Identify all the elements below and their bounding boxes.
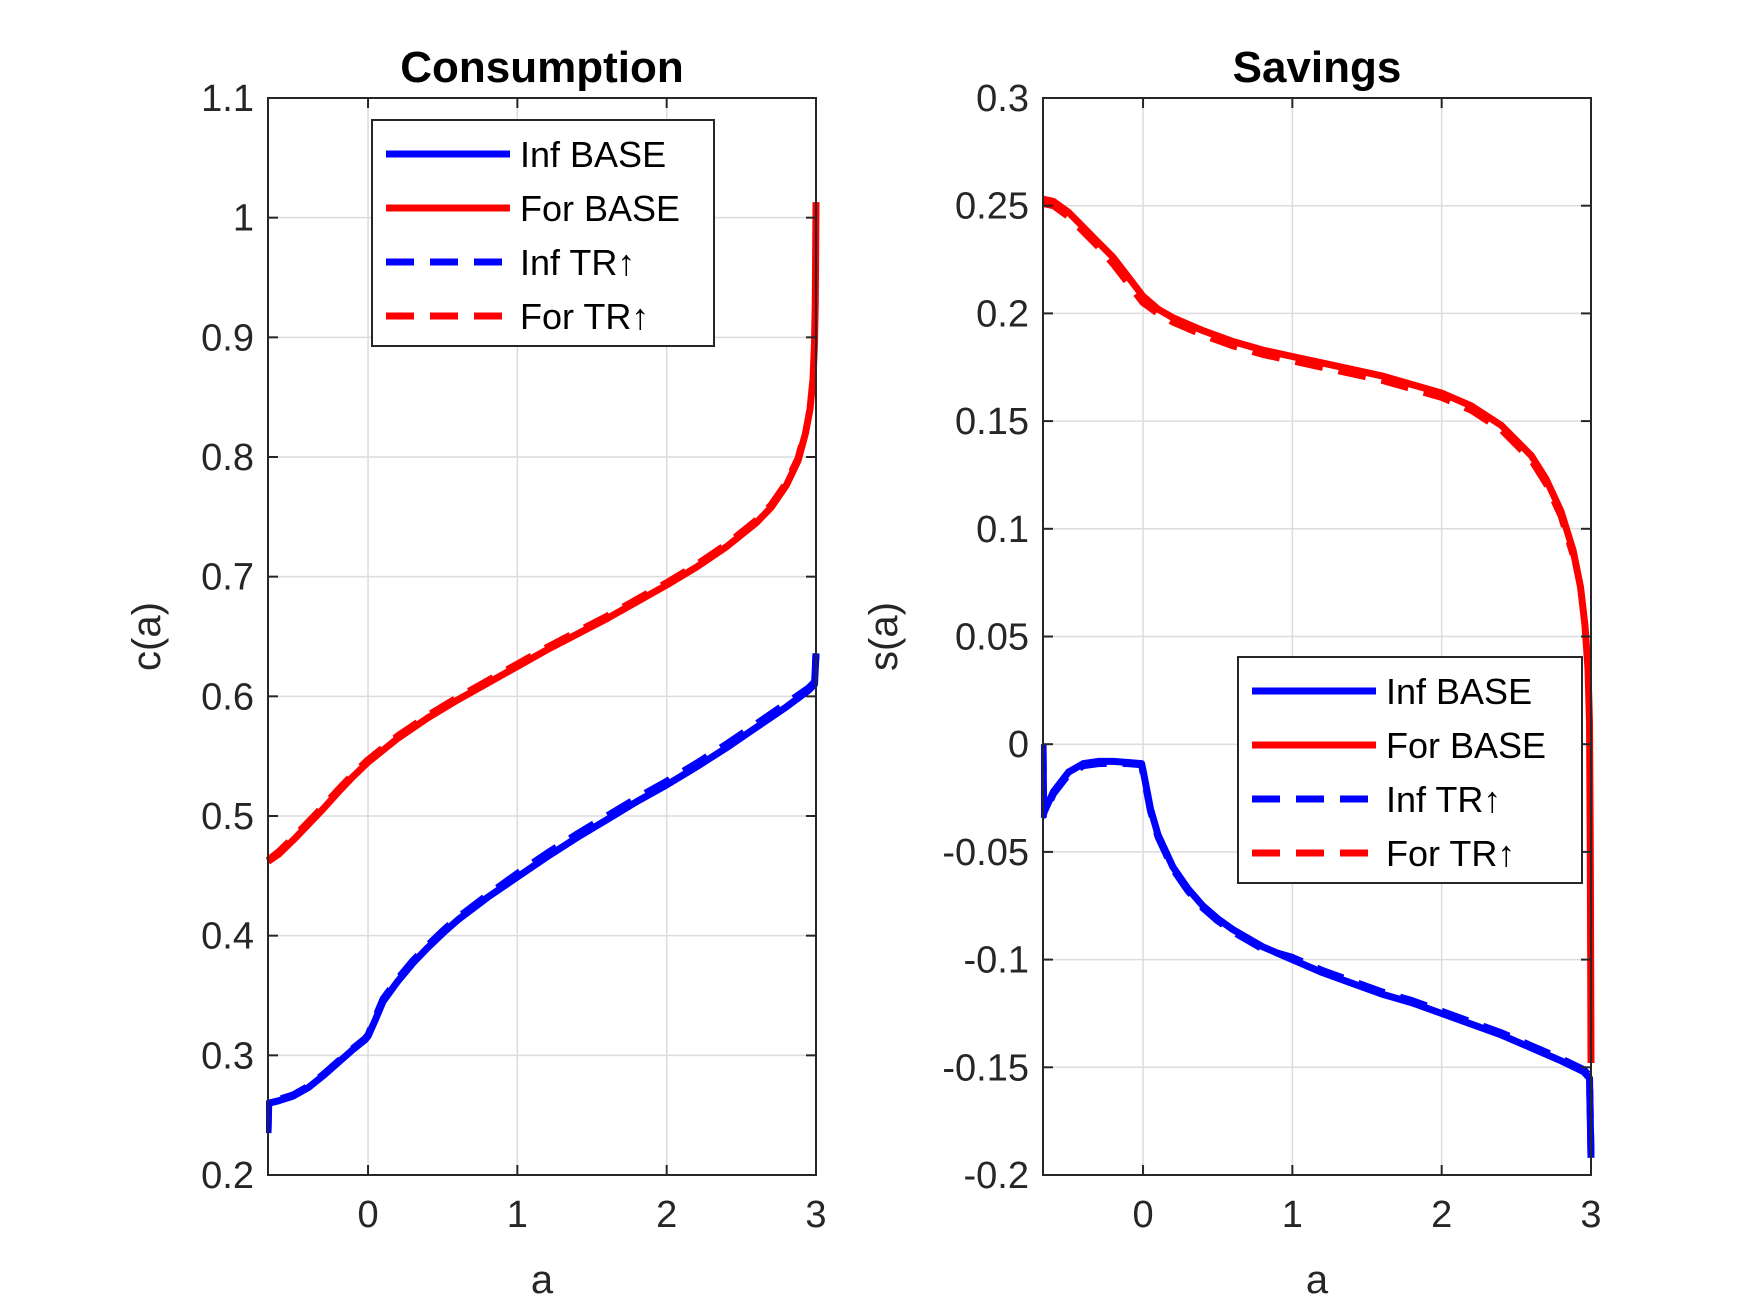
y-tick-label: 0.6 xyxy=(201,676,254,718)
legend-box xyxy=(371,119,715,347)
y-tick-label: -0.15 xyxy=(942,1047,1029,1089)
y-tick-label: 0.4 xyxy=(201,916,254,958)
savings-title: Savings xyxy=(1233,43,1402,92)
series-group xyxy=(266,202,820,1134)
legend-entry-label: Inf BASE xyxy=(1386,671,1532,712)
y-tick-label: 0.05 xyxy=(955,617,1029,659)
y-tick-label: 0.25 xyxy=(955,186,1029,228)
legend-box xyxy=(1237,656,1583,884)
y-tick-label: 0.9 xyxy=(201,317,254,359)
consumption-title: Consumption xyxy=(400,43,684,92)
y-tick-label: -0.05 xyxy=(942,832,1029,874)
consumption-panel: 0 1 2 3 0.2 0.3 0.4 0.5 0.6 0.7 0.8 0.9 1 1.1 Consumpt… xyxy=(125,43,827,1302)
legend-entry-label: Inf TR↑ xyxy=(520,242,635,283)
y-tick-label: 0.15 xyxy=(955,401,1029,443)
y-tick-label: 0 xyxy=(1008,724,1029,766)
axes-box xyxy=(267,97,817,1176)
y-axis-label: s(a) xyxy=(862,602,906,671)
x-axis-label: a xyxy=(1306,1258,1329,1302)
legend-entry-label: For BASE xyxy=(1386,725,1546,766)
y-tick-label: 0.2 xyxy=(976,293,1029,335)
y-tick-label: 0.7 xyxy=(201,557,254,599)
y-tick-label: 0.3 xyxy=(201,1035,254,1077)
series-line-blue-dashed xyxy=(1041,744,1595,1154)
y-tick-label: 0.1 xyxy=(976,509,1029,551)
x-tick-label: 2 xyxy=(1431,1194,1452,1236)
series-line-red-solid xyxy=(1042,195,1595,1064)
legend: Inf BASE For BASE Inf TR↑ For TR↑ xyxy=(371,119,715,347)
y-tick-label: -0.1 xyxy=(964,940,1029,982)
series-group xyxy=(1041,195,1595,1158)
x-tick-label: 3 xyxy=(1580,1194,1601,1236)
x-tick-label: 0 xyxy=(1132,1194,1153,1236)
x-tick-label: 1 xyxy=(1282,1194,1303,1236)
x-tick-label: 2 xyxy=(656,1194,677,1236)
legend-entry-label: For TR↑ xyxy=(520,296,649,337)
legend-entry-label: Inf BASE xyxy=(520,134,666,175)
savings-panel: 0 1 2 3 -0.2 -0.15 -0.1 -0.05 0 0.05 0.1 0.15 0.2 0.2… xyxy=(862,43,1602,1302)
series-line-blue-dashed xyxy=(266,653,820,1134)
x-tick-label: 0 xyxy=(357,1194,378,1236)
series-line-red-dashed xyxy=(266,429,809,864)
legend: Inf BASE For BASE Inf TR↑ For TR↑ xyxy=(1237,656,1583,884)
x-axis-label: a xyxy=(531,1258,554,1302)
y-tick-label: 1 xyxy=(233,198,254,240)
y-tick-label: 1.1 xyxy=(201,78,254,120)
y-tick-label: 0.8 xyxy=(201,437,254,479)
y-axis-label: c(a) xyxy=(125,602,169,671)
series-line-red-dashed xyxy=(1042,200,1577,556)
legend-entry-label: For TR↑ xyxy=(1386,833,1515,874)
y-tick-label: 0.5 xyxy=(201,796,254,838)
x-tick-label: 1 xyxy=(507,1194,528,1236)
legend-entry-label: Inf TR↑ xyxy=(1386,779,1501,820)
y-tick-label: -0.2 xyxy=(964,1155,1029,1197)
y-tick-label: 0.3 xyxy=(976,78,1029,120)
legend-entry-label: For BASE xyxy=(520,188,680,229)
x-tick-label: 3 xyxy=(805,1194,826,1236)
y-tick-label: 0.2 xyxy=(201,1155,254,1197)
